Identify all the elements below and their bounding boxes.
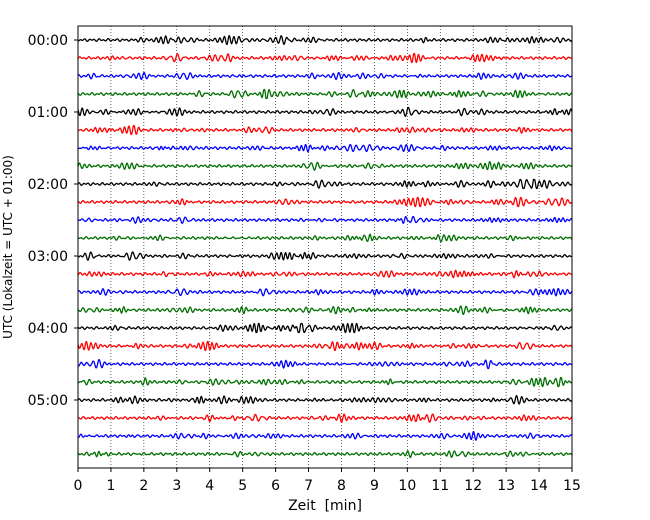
trace-line [77,88,573,100]
x-axis-ticks: 0 1 2 3 4 5 6 7 8 9 10 11 12 13 14 15 [74,468,581,494]
x-axis-label: Zeit [min] [288,498,362,514]
y-tick-label: 01:00 [28,105,68,121]
x-tick-label: 15 [563,478,581,494]
y-tick-label: 04:00 [28,321,68,337]
x-tick-label: 4 [205,478,214,494]
trace-line [77,196,573,208]
seismogram-traces [77,35,573,459]
x-tick-label: 5 [238,478,247,494]
x-tick-label: 10 [398,478,416,494]
x-tick-label: 1 [106,478,115,494]
trace-line [77,178,573,190]
trace-line [77,340,573,352]
x-tick-label: 14 [530,478,548,494]
trace-line [77,71,573,81]
x-tick-label: 6 [271,478,280,494]
x-tick-label: 0 [74,478,83,494]
trace-line [77,35,573,46]
trace-line [77,269,573,279]
trace-line [77,413,573,424]
x-tick-label: 8 [337,478,346,494]
x-tick-label: 7 [304,478,313,494]
y-tick-label: 02:00 [28,177,68,193]
trace-line [77,358,573,370]
plot-frame [77,25,573,469]
y-tick-label: 03:00 [28,249,68,265]
trace-line [77,430,573,441]
trace-line [77,376,573,388]
x-tick-label: 2 [139,478,148,494]
trace-line [77,251,573,261]
x-tick-label: 9 [370,478,379,494]
y-axis-label: UTC (Lokalzeit = UTC + 01:00) [1,155,15,339]
y-tick-label: 05:00 [28,393,68,409]
trace-line [77,161,573,171]
x-tick-label: 11 [431,478,449,494]
trace-line [77,450,573,459]
vertical-gridlines [110,26,540,468]
x-tick-label: 13 [497,478,515,494]
trace-line [77,233,573,243]
trace-line [77,124,573,136]
trace-line [77,52,573,64]
trace-line [77,106,573,117]
trace-line [77,143,573,153]
trace-line [77,215,573,224]
trace-line [77,394,573,405]
x-tick-label: 3 [172,478,181,494]
trace-line [77,287,573,297]
trace-line [77,305,573,316]
x-tick-label: 12 [464,478,482,494]
y-tick-label: 00:00 [28,33,68,49]
y-axis-ticks: 00:00 01:00 02:00 03:00 04:00 05:00 [28,33,78,409]
trace-line [77,322,573,334]
